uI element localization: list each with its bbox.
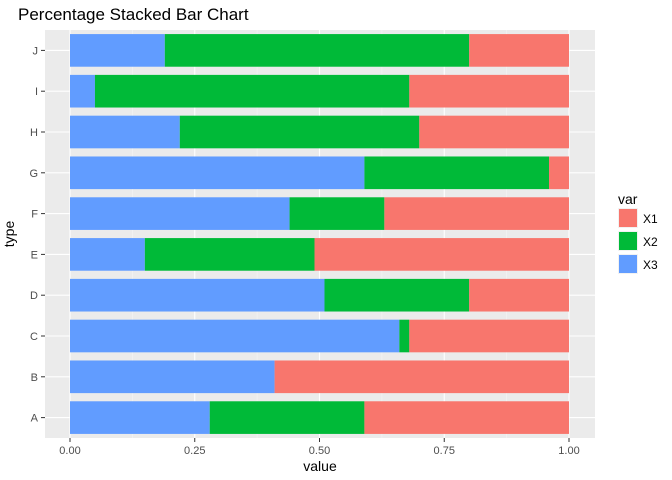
x-tick-label: 0.00 (59, 445, 80, 457)
bar-segment-B-X1 (274, 360, 569, 394)
bar-segment-E-X3 (70, 238, 145, 271)
legend-swatch-X2 (619, 232, 637, 250)
bar-segment-G-X2 (364, 156, 550, 190)
bar-segment-A-X3 (70, 401, 210, 434)
bar-segment-D-X3 (70, 278, 325, 312)
bar-segment-A-X2 (209, 401, 365, 434)
x-tick-label: 0.75 (434, 445, 455, 457)
bar-segment-H-X1 (419, 115, 569, 149)
legend-label-X1: X1 (643, 212, 658, 226)
y-tick-label: I (35, 86, 38, 98)
bar-segment-I-X3 (70, 74, 95, 108)
y-tick-label: J (33, 45, 39, 57)
bar-segment-B-X3 (70, 360, 275, 394)
bar-segment-J-X2 (164, 34, 470, 67)
bar-segment-F-X1 (384, 197, 569, 230)
bar-segment-F-X3 (70, 197, 290, 230)
chart-title: Percentage Stacked Bar Chart (18, 5, 249, 24)
y-axis-ticks: A B C D E F G H I J (29, 45, 45, 425)
bar-segment-D-X2 (324, 278, 470, 312)
y-tick-label: E (31, 249, 38, 261)
bar-segment-D-X1 (469, 278, 569, 312)
legend-label-X3: X3 (643, 258, 658, 272)
bar-segment-E-X2 (144, 238, 315, 271)
legend-swatch-X1 (619, 209, 637, 227)
bar-segment-E-X1 (314, 238, 569, 271)
x-tick-label: 1.00 (558, 445, 579, 457)
bar-segment-I-X1 (409, 74, 569, 108)
bar-segment-I-X2 (94, 74, 410, 108)
legend: var X1 X2 X3 (618, 191, 658, 274)
bar-segment-C-X2 (399, 319, 410, 353)
bar-segment-F-X2 (289, 197, 385, 230)
legend-label-X2: X2 (643, 235, 658, 249)
bar-segment-G-X1 (549, 156, 569, 190)
x-tick-label: 0.25 (184, 445, 205, 457)
bar-segment-A-X1 (364, 401, 569, 434)
bar-segment-H-X3 (70, 115, 180, 149)
bars (70, 34, 569, 434)
y-tick-label: A (31, 413, 39, 425)
bar-segment-C-X3 (70, 319, 400, 353)
bar-segment-C-X1 (409, 319, 569, 353)
x-axis-title: value (303, 458, 337, 474)
y-tick-label: C (30, 331, 38, 343)
bar-segment-J-X3 (70, 34, 165, 67)
y-tick-label: H (30, 127, 38, 139)
y-tick-label: D (30, 290, 38, 302)
y-axis-title: type (1, 221, 17, 248)
x-tick-label: 0.50 (309, 445, 330, 457)
y-tick-label: B (31, 372, 38, 384)
y-tick-label: F (31, 209, 38, 221)
legend-swatch-X3 (619, 255, 637, 273)
y-tick-label: G (29, 168, 38, 180)
bar-segment-G-X3 (70, 156, 365, 190)
bar-segment-J-X1 (469, 34, 569, 67)
legend-title: var (618, 191, 638, 207)
bar-segment-H-X2 (179, 115, 420, 149)
x-axis-ticks: 0.00 0.25 0.50 0.75 1.00 (59, 438, 580, 457)
